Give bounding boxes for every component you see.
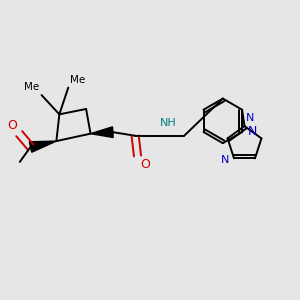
- Text: O: O: [140, 158, 150, 171]
- Polygon shape: [29, 141, 56, 152]
- Text: Me: Me: [70, 75, 85, 85]
- Text: N: N: [248, 125, 257, 138]
- Text: N: N: [221, 155, 230, 165]
- Text: O: O: [7, 119, 17, 132]
- Text: Me: Me: [24, 82, 39, 92]
- Text: N: N: [246, 112, 254, 122]
- Polygon shape: [91, 127, 113, 137]
- Text: NH: NH: [160, 118, 176, 128]
